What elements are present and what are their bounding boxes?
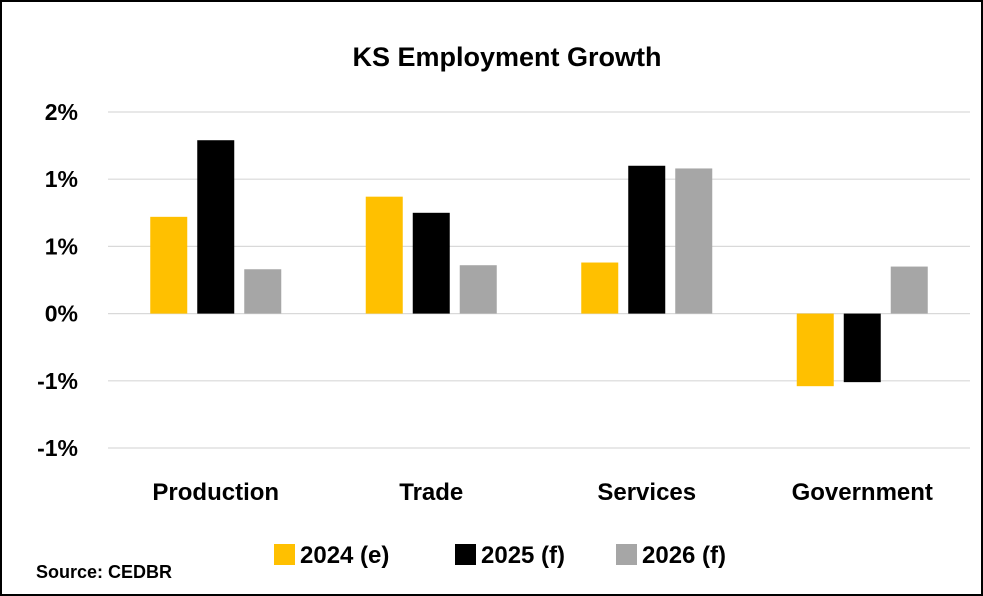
y-tick-label: -1% [37, 368, 78, 394]
y-tick-label: 2% [45, 99, 78, 125]
bar-trade-series-3 [459, 265, 497, 314]
legend-swatch [274, 544, 295, 565]
y-tick-label: -1% [37, 435, 78, 461]
bar-government-series-2 [843, 313, 881, 383]
bar-government-series-1 [796, 313, 834, 387]
bar-production-series-2 [197, 140, 235, 314]
x-category-label: Trade [399, 479, 463, 506]
y-axis-tick-labels: 2% 1% 1% 0% -1% -1% [37, 99, 78, 461]
y-tick-label: 1% [45, 166, 78, 192]
bar-production-series-3 [244, 269, 282, 314]
bar-services-series-1 [581, 262, 619, 314]
x-category-label: Production [152, 479, 279, 506]
bar-trade-series-2 [412, 212, 450, 314]
x-category-label: Services [597, 479, 696, 506]
y-tick-label: 0% [45, 301, 78, 327]
legend-swatch [455, 544, 476, 565]
legend-label: 2026 (f) [642, 542, 726, 569]
bar-government-series-3 [890, 266, 928, 314]
gridlines [108, 111, 970, 449]
x-axis-category-labels: Production Trade Services Government [152, 479, 933, 506]
bar-services-series-2 [628, 165, 666, 314]
legend-label: 2024 (e) [300, 542, 389, 569]
legend: 2024 (e) 2025 (f) 2026 (f) [274, 542, 726, 569]
source-note: Source: CEDBR [36, 562, 172, 582]
x-category-label: Government [792, 479, 933, 506]
legend-swatch [616, 544, 637, 565]
bar-trade-series-1 [365, 196, 403, 314]
chart-title: KS Employment Growth [352, 42, 661, 72]
bar-services-series-3 [675, 168, 713, 314]
legend-label: 2025 (f) [481, 542, 565, 569]
bars [150, 140, 928, 387]
y-tick-label: 1% [45, 233, 78, 259]
bar-production-series-1 [150, 216, 188, 314]
